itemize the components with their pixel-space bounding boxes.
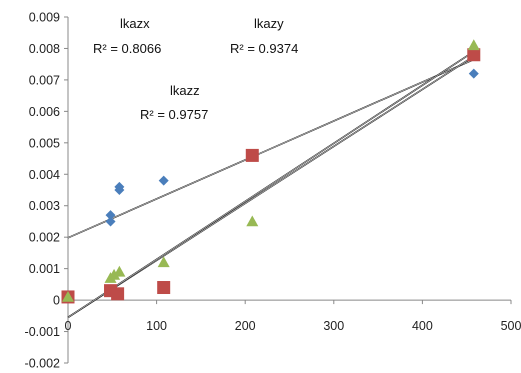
tick-labels: -0.002 -0.001 0 0.001 0.002 0.003 0.004 0.005 0.… <box>25 11 521 371</box>
y-tick-label: 0.004 <box>29 168 60 182</box>
axes <box>64 16 512 364</box>
r2-label-lkazz: R² = 0.9757 <box>140 107 208 122</box>
x-tick-label: 0 <box>65 319 72 333</box>
data-point-square <box>111 287 125 301</box>
data-point-diamond <box>158 175 169 186</box>
data-point-diamond <box>105 210 116 221</box>
y-tick-label: 0.005 <box>29 136 60 150</box>
r2-label-lkazy: R² = 0.9374 <box>230 41 298 56</box>
y-tick-label: 0 <box>53 294 60 308</box>
trendlines <box>67 50 475 319</box>
y-tick-label: 0.008 <box>29 42 60 56</box>
x-tick-label: 300 <box>323 319 344 333</box>
x-tick-label: 400 <box>412 319 433 333</box>
data-point-square <box>467 48 481 62</box>
r2-label-lkazx: R² = 0.8066 <box>93 41 161 56</box>
y-tick-label: 0.006 <box>29 105 60 119</box>
y-tick-label: 0.009 <box>29 11 60 25</box>
data-point-diamond <box>468 68 479 79</box>
y-tick-label: -0.002 <box>25 357 60 371</box>
data-point-square <box>245 148 259 162</box>
series-label-lkazy: lkazy <box>254 16 284 31</box>
y-tick-label: 0.001 <box>29 262 60 276</box>
series-label-lkazz: lkazz <box>170 83 200 98</box>
data-point-triangle <box>62 290 74 302</box>
x-tick-label: 100 <box>146 319 167 333</box>
y-tick-label: 0.007 <box>29 73 60 87</box>
y-tick-label: 0.002 <box>29 231 60 245</box>
x-tick-label: 500 <box>501 319 521 333</box>
trendline-highlight <box>67 59 474 239</box>
y-tick-label: 0.003 <box>29 199 60 213</box>
data-point-triangle <box>113 265 126 277</box>
data-point-triangle <box>108 268 121 280</box>
data-point-triangle <box>246 215 259 227</box>
data-point-diamond <box>105 216 116 227</box>
data-point-diamond <box>114 181 125 192</box>
trendline-highlight <box>67 51 474 318</box>
data-point-triangle <box>467 39 480 51</box>
data-point-square <box>157 281 171 295</box>
x-tick-label: 200 <box>235 319 256 333</box>
y-tick-label: -0.001 <box>25 325 60 339</box>
data-point-triangle <box>157 256 170 268</box>
series-label-lkazx: lkazx <box>120 16 150 31</box>
data-points <box>61 39 481 304</box>
